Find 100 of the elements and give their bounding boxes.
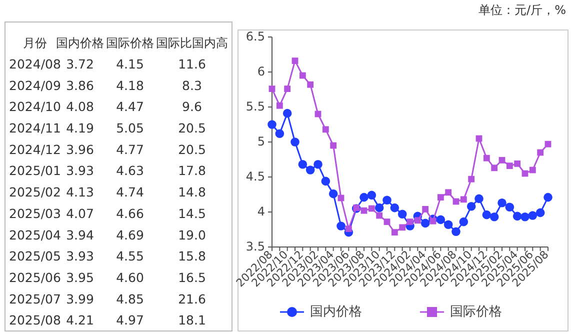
text: 4.08 [66, 99, 94, 114]
text: 单位：元/斤，% [478, 3, 566, 17]
text: 国际比国内高 [156, 36, 228, 50]
point [544, 192, 552, 202]
point [422, 206, 429, 212]
point [382, 196, 392, 204]
text: 4.69 [116, 227, 144, 242]
text: 2025/03 [9, 206, 61, 221]
text: 4.47 [116, 99, 144, 114]
legend-label: 国际价格 [450, 304, 502, 320]
legend-label: 国内价格 [310, 304, 362, 320]
point [276, 102, 283, 109]
point [536, 208, 545, 218]
point [406, 218, 414, 225]
text: 月份 [23, 36, 47, 50]
text: 2024/09 [9, 78, 62, 93]
text: 20.5 [178, 120, 206, 136]
text: 2024/08 [9, 56, 62, 72]
text: 5.05 [116, 120, 144, 136]
text: 19.0 [178, 227, 206, 242]
point [512, 212, 522, 221]
text: 3.93 [66, 163, 94, 178]
text: 4.74 [116, 184, 144, 200]
text: 17.8 [178, 163, 206, 178]
point [391, 229, 398, 236]
text: 4.77 [116, 142, 144, 157]
text: 4.63 [116, 163, 144, 178]
point [368, 205, 375, 212]
point [306, 166, 315, 174]
point [367, 190, 376, 200]
point [360, 207, 368, 214]
point [390, 203, 400, 212]
text: 3.86 [66, 78, 94, 93]
point [437, 194, 444, 200]
point [384, 218, 390, 225]
point [445, 189, 452, 196]
text: 2025/01 [9, 163, 61, 178]
text: 4.15 [116, 56, 144, 72]
point [460, 196, 467, 203]
text: 2025/05 [9, 248, 61, 264]
point [420, 218, 430, 228]
text: 2025/02 [9, 184, 61, 200]
text: 2024/10 [9, 99, 62, 114]
text: 2024/11 [9, 120, 61, 136]
text: 8.3 [182, 78, 202, 93]
text: 3.96 [66, 142, 94, 157]
point [321, 176, 330, 186]
text: 2024/12 [9, 142, 61, 157]
point [498, 157, 506, 164]
point [514, 160, 521, 167]
text: 4.19 [66, 120, 94, 136]
text: 3.93 [66, 248, 94, 264]
point [529, 166, 536, 174]
text: 2025/07 [9, 291, 61, 306]
point [322, 126, 329, 133]
text: 4.21 [66, 312, 94, 328]
point [268, 120, 276, 129]
y-tick-label: 5.5 [246, 99, 265, 114]
y-tick-label: 6.5 [246, 29, 265, 44]
text: 11.6 [178, 56, 206, 72]
text: 国际价格 [106, 36, 154, 50]
y-tick-label: 4.5 [246, 169, 265, 184]
text: 3.99 [66, 291, 94, 306]
point [290, 138, 300, 146]
text: 21.6 [178, 291, 206, 306]
y-tick-label: 3.5 [246, 239, 265, 254]
y-tick-label: 6 [257, 64, 265, 78]
text: 3.72 [66, 56, 94, 72]
point [268, 86, 276, 92]
point [490, 212, 499, 222]
point [483, 154, 490, 162]
point [360, 192, 368, 202]
point [328, 189, 338, 198]
text: 4.13 [66, 184, 94, 200]
point [491, 164, 498, 172]
point [414, 217, 421, 224]
point [345, 226, 352, 232]
text: 14.8 [178, 184, 206, 200]
point [468, 176, 475, 182]
point [307, 81, 314, 88]
point [537, 149, 544, 156]
text: 3.95 [66, 270, 94, 286]
point [459, 217, 468, 226]
text: 4.07 [66, 206, 94, 221]
text: 15.8 [178, 248, 206, 264]
text: 4.60 [116, 270, 144, 286]
point [299, 72, 306, 79]
point [298, 160, 308, 169]
point [452, 227, 460, 236]
point [498, 198, 506, 208]
point [505, 202, 514, 212]
point [336, 222, 346, 230]
point [376, 212, 383, 219]
text: 4.55 [116, 248, 144, 264]
point [330, 142, 337, 149]
point [444, 220, 453, 229]
point [482, 210, 492, 220]
point [544, 140, 552, 148]
point [374, 203, 384, 212]
point [284, 86, 291, 92]
